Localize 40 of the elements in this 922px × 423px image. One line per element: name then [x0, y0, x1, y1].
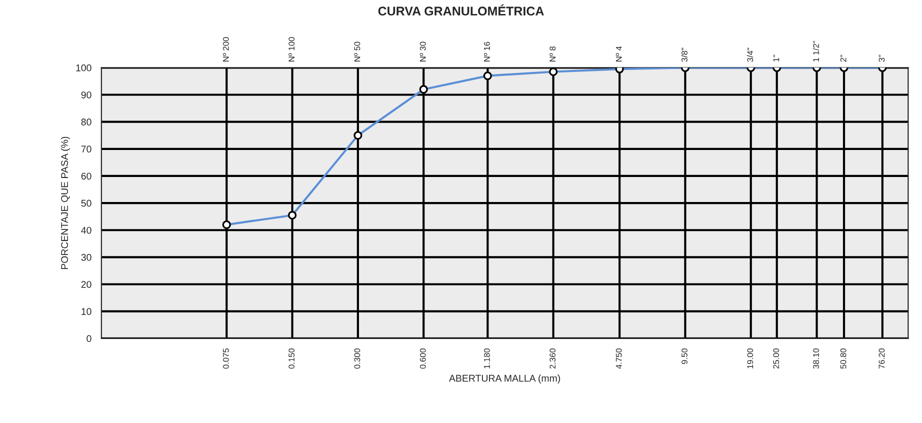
text: Nº 8: [550, 46, 556, 62]
x-tick-label: 0.150: [288, 348, 295, 369]
text: Nº 4: [616, 46, 622, 62]
y-tick-label: 30: [81, 254, 92, 261]
x-tick-label: 0.300: [354, 348, 360, 369]
x-tick-label: 2.360: [550, 348, 556, 369]
y-tick-label: 40: [81, 226, 92, 234]
y-tick-label: 60: [81, 172, 92, 180]
y-tick-label: 90: [81, 91, 92, 98]
y-tick-label: 50: [81, 200, 92, 207]
text: Nº 30: [420, 42, 426, 62]
x-tick-label: 1.180: [484, 348, 490, 368]
text: 3/8": [681, 48, 688, 62]
x-tick-label: 38.10: [813, 348, 820, 369]
x-axis-title: ABERTURA MALLA (mm): [448, 374, 560, 384]
x-tick-label: 19.00: [747, 348, 754, 368]
y-tick-label: 10: [82, 308, 92, 315]
x-tick-label: 76.20: [878, 348, 885, 369]
y-tick-label: 20: [81, 280, 92, 288]
text: Nº 200: [222, 37, 229, 62]
text: Nº 100: [288, 37, 295, 62]
x-tick-label: 50.80: [840, 348, 846, 369]
y-tick-label: 0: [86, 335, 92, 342]
text: Nº 16: [484, 42, 490, 62]
x-tick-label: 0.600: [420, 348, 426, 369]
chart-title: CURVA GRANULOMÉTRICA: [378, 4, 544, 16]
y-tick-label: 80: [81, 118, 92, 126]
text: 3/4": [746, 48, 754, 62]
text: 1 1/2": [812, 40, 820, 62]
text: 3": [878, 54, 885, 62]
y-tick-label: 70: [81, 146, 92, 153]
x-tick-label: 9.50: [682, 348, 688, 364]
x-tick-label: 25.00: [773, 348, 780, 369]
y-axis-title: PORCENTAJE QUE PASA (%): [60, 136, 70, 270]
text: 2": [840, 54, 846, 62]
text: Nº 50: [354, 42, 360, 62]
text: 1": [773, 54, 780, 62]
x-tick-label: 0.075: [222, 348, 229, 369]
y-tick-label: 100: [76, 64, 92, 72]
x-tick-label: 4.750: [616, 348, 622, 369]
